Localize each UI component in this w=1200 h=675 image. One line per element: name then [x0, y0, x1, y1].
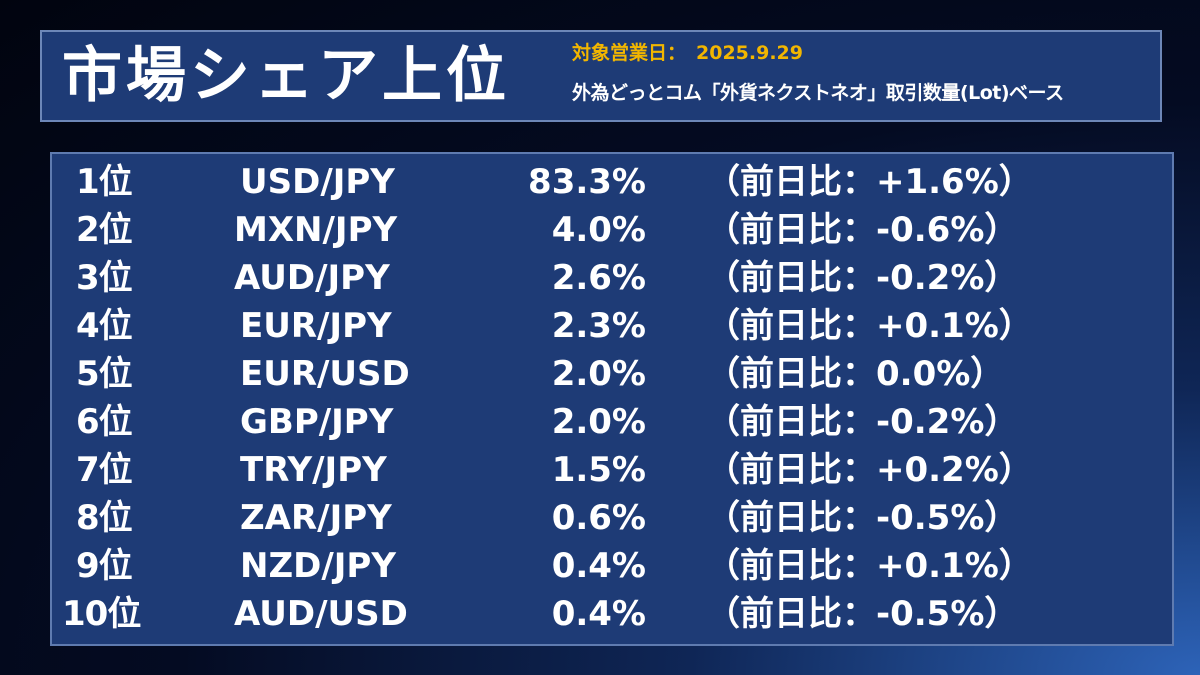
- rank-label: 4位: [76, 306, 133, 346]
- rank-label: 9位: [76, 546, 133, 586]
- day-over-day-change: （前日比：+0.1%）: [706, 306, 1033, 346]
- market-share: 83.3%: [528, 162, 646, 202]
- ranking-row: 6位 GBP/JPY 2.0% （前日比：-0.2%）: [52, 398, 1172, 446]
- rank-label: 2位: [76, 210, 133, 250]
- day-over-day-change: （前日比：-0.6%）: [706, 210, 1019, 250]
- day-over-day-change: （前日比：+0.1%）: [706, 546, 1033, 586]
- ranking-row: 2位 MXN/JPY 4.0% （前日比：-0.6%）: [52, 206, 1172, 254]
- market-share: 0.4%: [551, 594, 646, 634]
- currency-pair: NZD/JPY: [240, 546, 396, 586]
- data-basis-note: 外為どっとコム「外貨ネクストネオ」取引数量(Lot)ベース: [572, 82, 1064, 104]
- header-meta: 対象営業日： 2025.9.29 外為どっとコム「外貨ネクストネオ」取引数量(Lo…: [572, 40, 1064, 106]
- ranking-row: 9位 NZD/JPY 0.4% （前日比：+0.1%）: [52, 542, 1172, 590]
- market-share: 2.0%: [551, 354, 646, 394]
- currency-pair: MXN/JPY: [234, 210, 398, 250]
- market-share: 1.5%: [551, 450, 646, 490]
- day-over-day-change: （前日比：-0.2%）: [706, 402, 1019, 442]
- business-date: 対象営業日： 2025.9.29: [572, 40, 1064, 66]
- header-banner: 市場シェア上位 対象営業日： 2025.9.29 外為どっとコム「外貨ネクストネオ…: [40, 30, 1162, 122]
- day-over-day-change: （前日比：+1.6%）: [706, 162, 1033, 202]
- day-over-day-change: （前日比：0.0%）: [706, 354, 1005, 394]
- ranking-row: 1位 USD/JPY 83.3% （前日比：+1.6%）: [52, 158, 1172, 206]
- market-share: 4.0%: [551, 210, 646, 250]
- ranking-row: 5位 EUR/USD 2.0% （前日比：0.0%）: [52, 350, 1172, 398]
- rank-label: 3位: [76, 258, 133, 298]
- currency-pair: EUR/USD: [240, 354, 410, 394]
- rank-label: 7位: [76, 450, 133, 490]
- day-over-day-change: （前日比：-0.5%）: [706, 594, 1019, 634]
- rank-label: 6位: [76, 402, 133, 442]
- market-share: 2.6%: [551, 258, 646, 298]
- rank-label: 10位: [62, 594, 141, 634]
- currency-pair: AUD/JPY: [234, 258, 390, 298]
- currency-pair: ZAR/JPY: [240, 498, 392, 538]
- day-over-day-change: （前日比：-0.5%）: [706, 498, 1019, 538]
- market-share: 2.0%: [551, 402, 646, 442]
- rank-label: 8位: [76, 498, 133, 538]
- ranking-row: 7位 TRY/JPY 1.5% （前日比：+0.2%）: [52, 446, 1172, 494]
- market-share: 0.6%: [551, 498, 646, 538]
- ranking-row: 10位 AUD/USD 0.4% （前日比：-0.5%）: [52, 590, 1172, 638]
- business-date-value: 2025.9.29: [696, 42, 803, 64]
- ranking-row: 8位 ZAR/JPY 0.6% （前日比：-0.5%）: [52, 494, 1172, 542]
- market-share: 2.3%: [551, 306, 646, 346]
- day-over-day-change: （前日比：-0.2%）: [706, 258, 1019, 298]
- ranking-row: 3位 AUD/JPY 2.6% （前日比：-0.2%）: [52, 254, 1172, 302]
- currency-pair: GBP/JPY: [240, 402, 394, 442]
- currency-pair: TRY/JPY: [240, 450, 387, 490]
- rank-label: 5位: [76, 354, 133, 394]
- page-title: 市場シェア上位: [62, 41, 510, 111]
- currency-pair: USD/JPY: [240, 162, 395, 202]
- ranking-row: 4位 EUR/JPY 2.3% （前日比：+0.1%）: [52, 302, 1172, 350]
- currency-pair: AUD/USD: [234, 594, 408, 634]
- currency-pair: EUR/JPY: [240, 306, 392, 346]
- market-share: 0.4%: [551, 546, 646, 586]
- rank-label: 1位: [76, 162, 133, 202]
- ranking-table: 1位 USD/JPY 83.3% （前日比：+1.6%） 2位 MXN/JPY …: [50, 152, 1174, 646]
- business-date-label: 対象営業日：: [572, 42, 687, 64]
- day-over-day-change: （前日比：+0.2%）: [706, 450, 1033, 490]
